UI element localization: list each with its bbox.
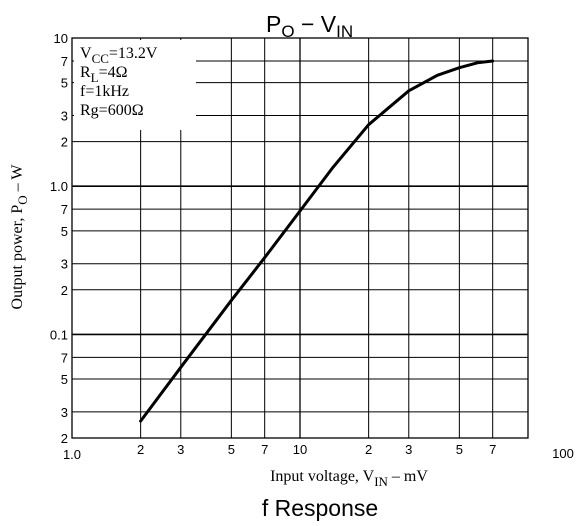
x-tick-label-9: 7 [489,442,496,457]
y-tick-label-8: 7 [61,202,68,217]
x-tick-label-5: 10 [293,442,307,457]
x-axis-label: Input voltage, VIN – mV [270,468,428,489]
y-tick-label-6: 3 [61,257,68,272]
x-tick-label-8: 5 [456,442,463,457]
y-tick-label-10: 2 [61,135,68,150]
x-tick-label-6: 2 [365,442,372,457]
x-tick-labels: 1.0 2 3 5 7 10 2 3 5 7 100 [63,442,574,462]
y-tick-label-9: 1.0 [50,179,68,194]
y-tick-label-13: 7 [61,54,68,69]
plot-frame [71,37,529,439]
x-tick-label-0: 1.0 [63,447,81,462]
y-tick-label-12: 5 [61,76,68,91]
y-axis-label: Output power, PO – W [9,164,30,310]
annotation-line-2: f=1kHz [80,83,129,100]
y-tick-label-2: 5 [61,372,68,387]
y-tick-label-7: 5 [61,224,68,239]
y-tick-label-1: 3 [61,405,68,420]
y-tick-label-4: 0.1 [50,327,68,342]
footer-caption: f Response [262,495,378,521]
y-tick-labels: 2 3 5 7 0.1 2 3 5 7 1.0 2 3 5 7 10 [50,31,68,446]
series-line [139,59,495,423]
y-tick-label-5: 2 [61,283,68,298]
annotation-box [74,40,196,130]
x-tick-label-10: 100 [552,446,574,461]
y-tick-label-14: 10 [54,31,68,46]
y-tick-label-11: 3 [61,108,68,123]
y-tick-label-0: 2 [61,431,68,446]
chart-title: PO − VIN [266,11,353,41]
annotation-line-0: VCC=13.2V [80,45,158,66]
x-tick-label-1: 2 [137,442,144,457]
y-tick-label-3: 7 [61,350,68,365]
x-tick-label-7: 3 [405,442,412,457]
x-tick-label-2: 3 [177,442,184,457]
x-tick-label-4: 7 [261,442,268,457]
annotation-line-3: Rg=600Ω [80,102,144,119]
annotation-line-1: RL=4Ω [80,64,128,85]
x-tick-label-3: 5 [228,442,235,457]
